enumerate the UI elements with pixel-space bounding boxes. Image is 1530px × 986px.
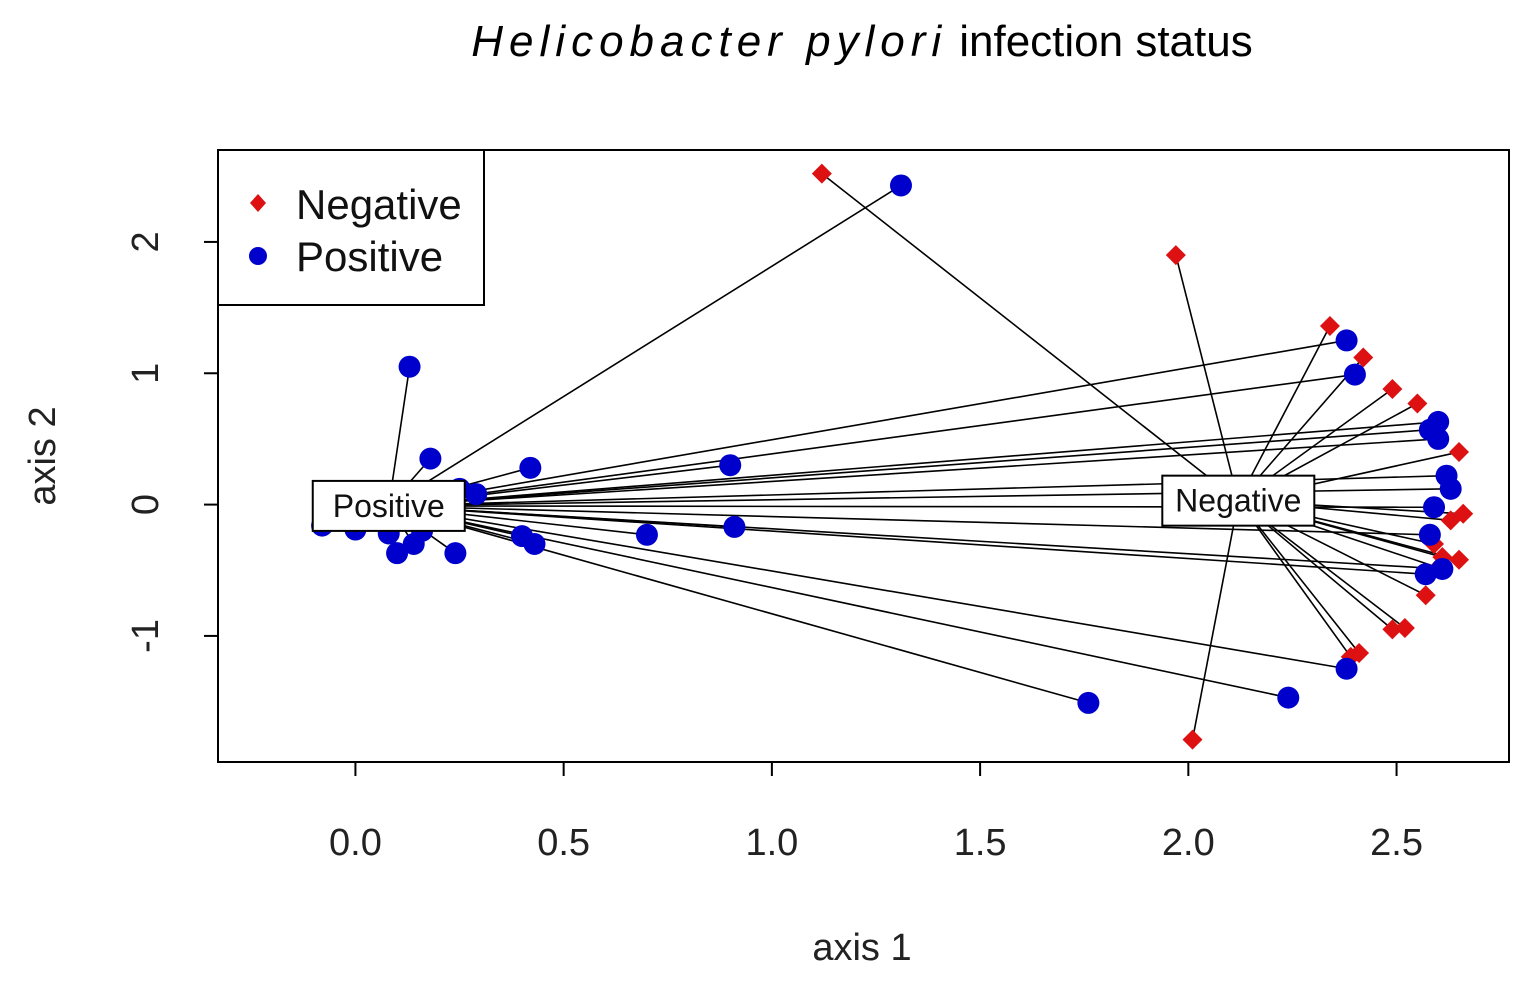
point-negative-6 <box>1449 442 1470 463</box>
y-tick-label-2: 1 <box>125 363 167 384</box>
spider-line-positive-33 <box>388 505 1443 570</box>
legend: Negative Positive <box>217 149 485 306</box>
point-positive-23 <box>1343 363 1366 386</box>
x-tick-label-5: 2.5 <box>1370 822 1423 864</box>
spider-line-positive-32 <box>388 505 1426 575</box>
point-positive-4 <box>719 454 742 477</box>
negative-points <box>811 163 1474 750</box>
y-tick-label-1: 0 <box>125 494 167 515</box>
x-tick-label-1: 0.5 <box>537 822 590 864</box>
x-axis-label: axis 1 <box>812 927 911 969</box>
point-negative-15 <box>1394 618 1415 639</box>
point-positive-29 <box>1439 477 1462 500</box>
point-positive-1 <box>398 355 421 378</box>
point-positive-22 <box>1335 329 1358 352</box>
point-negative-8 <box>1440 510 1461 531</box>
legend-positive-label: Positive <box>296 233 443 280</box>
point-negative-13 <box>1415 585 1436 606</box>
point-positive-17 <box>523 532 546 555</box>
spider-line-positive-22 <box>388 339 1347 507</box>
chart-title-rest: infection status <box>959 17 1253 66</box>
point-positive-15 <box>444 542 467 565</box>
point-negative-18 <box>1182 729 1203 750</box>
point-positive-31 <box>1418 523 1441 546</box>
x-tick-label-4: 2.0 <box>1162 822 1215 864</box>
legend-positive-marker <box>249 247 267 265</box>
spider-lines <box>321 173 1464 740</box>
x-tick-label-3: 1.5 <box>954 822 1007 864</box>
spider-line-positive-26 <box>388 428 1430 507</box>
point-positive-18 <box>635 523 658 546</box>
point-positive-6 <box>465 483 488 506</box>
point-positive-2 <box>419 447 442 470</box>
spider-line-negative-2 <box>1237 325 1331 502</box>
y-tick-label-3: 2 <box>125 231 167 252</box>
x-axis: 0.0 0.5 1.0 1.5 2.0 2.5 <box>329 761 1423 864</box>
point-positive-13 <box>402 532 425 555</box>
spider-line-negative-0 <box>821 173 1239 502</box>
spider-line-negative-17 <box>1237 500 1352 658</box>
point-negative-1 <box>1165 245 1186 266</box>
spider-line-positive-20 <box>388 505 1089 704</box>
point-positive-19 <box>723 515 746 538</box>
x-tick-label-0: 0.0 <box>329 822 382 864</box>
point-positive-32 <box>1414 563 1437 586</box>
spider-line-positive-31 <box>388 505 1430 536</box>
spider-line-positive-27 <box>388 438 1439 507</box>
point-positive-33 <box>1431 557 1454 580</box>
y-axis: -1 0 1 2 <box>125 231 219 653</box>
point-negative-14 <box>1382 619 1403 640</box>
spider-line-positive-0 <box>388 184 902 507</box>
point-positive-0 <box>889 174 912 197</box>
point-positive-21 <box>1277 686 1300 709</box>
legend-negative-label: Negative <box>296 181 462 228</box>
point-positive-14 <box>386 542 409 565</box>
spider-line-positive-25 <box>388 421 1439 507</box>
point-positive-3 <box>519 456 542 479</box>
spider-line-positive-23 <box>388 373 1356 507</box>
spider-line-negative-1 <box>1175 254 1240 501</box>
centroid-label-positive: Positive <box>333 488 445 524</box>
spider-line-negative-18 <box>1191 500 1240 740</box>
spider-line-positive-24 <box>388 505 1347 670</box>
point-negative-2 <box>1319 315 1340 336</box>
y-axis-label: axis 2 <box>22 406 64 505</box>
y-tick-label-0: -1 <box>125 619 167 653</box>
point-negative-5 <box>1407 393 1428 414</box>
point-positive-24 <box>1335 657 1358 680</box>
point-negative-3 <box>1353 347 1374 368</box>
x-tick-label-2: 1.0 <box>745 822 798 864</box>
point-positive-30 <box>1423 496 1446 519</box>
centroid-box-positive <box>311 479 466 532</box>
point-negative-0 <box>811 163 832 184</box>
chart-title-italic: Helicobacter pylori <box>471 17 947 66</box>
point-negative-11 <box>1449 549 1470 570</box>
point-positive-20 <box>1077 691 1100 714</box>
centroid-label-negative: Negative <box>1175 483 1301 519</box>
legend-box <box>217 149 485 306</box>
chart-title: Helicobacter pylori infection status <box>471 17 1252 66</box>
centroid-labels: Positive Negative <box>311 474 1316 532</box>
centroid-box-negative <box>1161 474 1316 527</box>
point-negative-4 <box>1382 379 1403 400</box>
legend-negative-marker <box>250 194 266 212</box>
point-positive-27 <box>1427 427 1450 450</box>
